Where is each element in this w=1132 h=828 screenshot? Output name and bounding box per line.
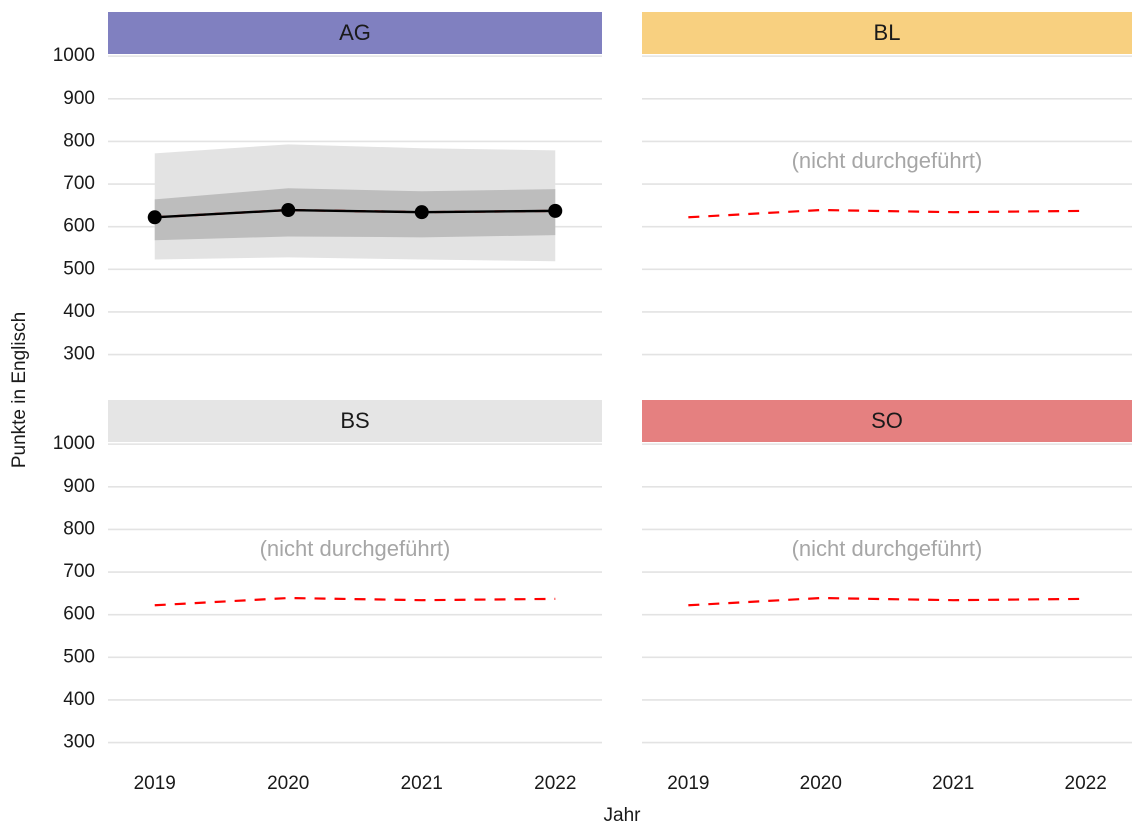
x-tick-label: 2019	[134, 773, 176, 794]
y-tick-label: 600	[63, 216, 95, 237]
x-axis-label: Jahr	[604, 805, 642, 826]
strip-title: BS	[340, 408, 369, 433]
x-tick-label: 2020	[267, 773, 309, 794]
series-line	[688, 596, 1086, 607]
y-tick-label: 600	[63, 604, 95, 625]
y-tick-label: 300	[63, 732, 95, 753]
strip	[108, 400, 602, 442]
x-tick-label: 2019	[667, 773, 709, 794]
y-tick-label: 1000	[53, 45, 95, 66]
x-tick-label: 2022	[534, 773, 576, 794]
x-tick-label: 2021	[932, 773, 974, 794]
series-line	[688, 208, 1086, 219]
y-axis-label: Punkte in Englisch	[9, 312, 30, 468]
x-tick-label: 2021	[401, 773, 443, 794]
y-tick-label: 300	[63, 344, 95, 365]
point	[281, 203, 296, 218]
y-tick-label: 400	[63, 689, 95, 710]
y-tick-label: 900	[63, 476, 95, 497]
strip-title: BL	[874, 20, 901, 45]
y-tick-label: 800	[63, 518, 95, 539]
strip-title: SO	[871, 408, 903, 433]
point	[548, 203, 563, 218]
x-tick-label: 2020	[800, 773, 842, 794]
y-tick-label: 800	[63, 130, 95, 151]
y-tick-label: 500	[63, 258, 95, 279]
strip	[642, 12, 1132, 54]
band	[154, 188, 556, 241]
point	[147, 210, 162, 225]
annotation: (nicht durchgeführt)	[792, 148, 983, 173]
y-tick-label: 900	[63, 88, 95, 109]
y-tick-label: 400	[63, 301, 95, 322]
y-tick-label: 1000	[53, 433, 95, 454]
annotation: (nicht durchgeführt)	[260, 536, 451, 561]
point	[414, 205, 429, 220]
series-line	[154, 208, 556, 219]
strip	[642, 400, 1132, 442]
series-line	[154, 596, 556, 607]
x-tick-label: 2022	[1065, 773, 1107, 794]
y-tick-label: 700	[63, 561, 95, 582]
y-tick-label: 500	[63, 646, 95, 667]
strip	[108, 12, 602, 54]
y-tick-label: 700	[63, 173, 95, 194]
strip-title: AG	[339, 20, 371, 45]
annotation: (nicht durchgeführt)	[792, 536, 983, 561]
